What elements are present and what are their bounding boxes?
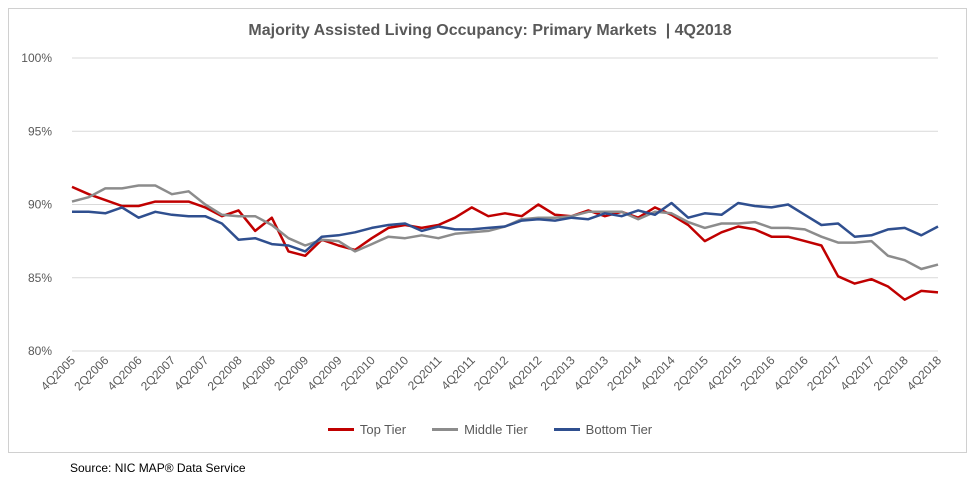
x-tick-label: 4Q2018 (904, 353, 944, 393)
x-tick-label: 2Q2007 (138, 353, 178, 393)
x-tick-label: 4Q2013 (571, 353, 611, 393)
legend: Top Tier Middle Tier Bottom Tier (0, 422, 980, 437)
x-tick-label: 4Q2017 (837, 353, 877, 393)
legend-item-middle-tier[interactable]: Middle Tier (432, 422, 528, 437)
series-line-bottom-tier (72, 201, 939, 253)
x-tick-label: 2Q2010 (338, 353, 378, 393)
legend-label-middle-tier: Middle Tier (464, 422, 528, 437)
x-tick-label: 2Q2015 (671, 353, 711, 393)
x-tick-label: 4Q2015 (704, 353, 744, 393)
x-axis-ticks: 4Q20052Q20064Q20062Q20074Q20072Q20084Q20… (38, 353, 944, 393)
x-tick-label: 4Q2010 (371, 353, 411, 393)
y-tick-label: 80% (28, 344, 52, 358)
y-tick-label: 85% (28, 271, 52, 285)
x-tick-label: 2Q2011 (405, 353, 445, 393)
legend-item-bottom-tier[interactable]: Bottom Tier (553, 422, 653, 437)
legend-swatch-bottom-tier (553, 428, 580, 431)
y-tick-label: 100% (21, 51, 52, 65)
series-lines (71, 184, 939, 301)
legend-item-top-tier[interactable]: Top Tier (327, 422, 407, 437)
legend-label-top-tier: Top Tier (359, 422, 407, 437)
grid-lines (72, 57, 938, 352)
x-tick-label: 4Q2014 (638, 353, 678, 393)
x-tick-label: 4Q2005 (38, 353, 78, 393)
x-tick-label: 2Q2014 (604, 353, 644, 393)
x-tick-label: 2Q2009 (271, 353, 311, 393)
x-tick-label: 4Q2016 (771, 353, 811, 393)
y-tick-label: 95% (28, 124, 52, 138)
legend-swatch-middle-tier (432, 428, 459, 431)
x-tick-label: 4Q2006 (105, 353, 145, 393)
x-tick-label: 2Q2012 (471, 353, 511, 393)
series-line-top-tier (71, 185, 939, 301)
y-axis-ticks: 80% 85% 90% 95% 100% (21, 51, 52, 358)
source-note: Source: NIC MAP® Data Service (70, 461, 246, 475)
x-tick-label: 2Q2017 (804, 353, 844, 393)
x-tick-label: 4Q2008 (238, 353, 278, 393)
x-tick-label: 2Q2013 (538, 353, 578, 393)
legend-label-bottom-tier: Bottom Tier (585, 422, 653, 437)
x-tick-label: 2Q2008 (205, 353, 245, 393)
x-tick-label: 4Q2009 (304, 353, 344, 393)
x-tick-label: 2Q2018 (871, 353, 911, 393)
x-tick-label: 4Q2007 (171, 353, 211, 393)
x-tick-label: 2Q2016 (737, 353, 777, 393)
x-tick-label: 2Q2006 (71, 353, 111, 393)
legend-swatch-top-tier (327, 428, 354, 431)
x-tick-label: 4Q2012 (504, 353, 544, 393)
x-tick-label: 4Q2011 (438, 353, 478, 393)
chart-title: Majority Assisted Living Occupancy: Prim… (248, 22, 732, 39)
y-tick-label: 90% (28, 198, 52, 212)
